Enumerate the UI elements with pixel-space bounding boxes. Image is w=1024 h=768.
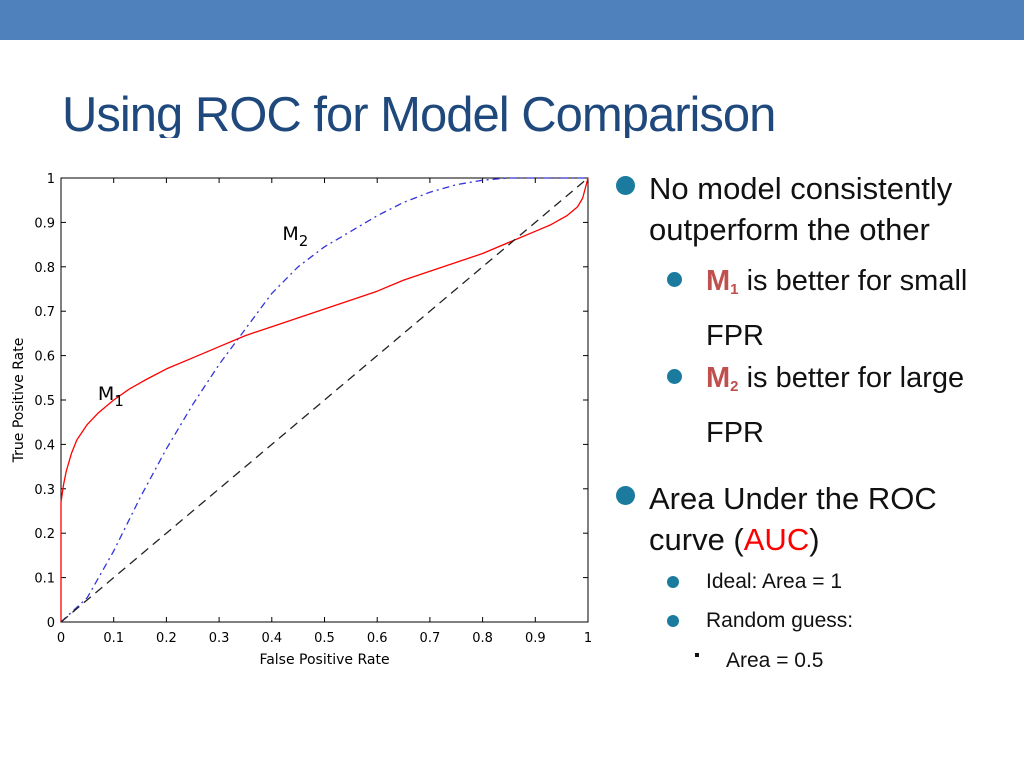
- roc-chart-svg: 0 0.1 0.2 0.3 0.4 0.5 0.6 0.7 0.8 0.9 1 0 0.1 0.2 0.3 0…: [11, 172, 592, 668]
- x-tick-label: 0.9: [525, 631, 546, 646]
- bullet-dot-icon: [667, 369, 682, 384]
- bullet-auc-text: Area Under the ROC curve (AUC): [649, 481, 937, 557]
- roc-chart: 0 0.1 0.2 0.3 0.4 0.5 0.6 0.7 0.8 0.9 1 0 0.1 0.2 0.3 0…: [0, 160, 600, 680]
- series-line-m1: [60, 177, 589, 622]
- series-label-m1: M1: [98, 383, 124, 410]
- bullet-auc: Area Under the ROC curve (AUC): [616, 478, 1006, 560]
- y-tick-label: 0.1: [34, 572, 55, 587]
- subbullet-m2: M2 is better for large FPR: [667, 355, 997, 457]
- x-tick-label: 0: [57, 631, 65, 646]
- slide-title: Using ROC for Model Comparison: [62, 88, 776, 138]
- x-tick-label: 0.3: [209, 631, 230, 646]
- subbullet-random-text: Random guess:: [706, 609, 854, 632]
- bullet-no-model-text: No model consistently outperform the oth…: [649, 171, 953, 247]
- y-tick-label: 0.4: [34, 438, 55, 453]
- y-tick-label: 0.7: [34, 305, 55, 320]
- bullet-dot-icon: [616, 176, 635, 195]
- auc-highlight: AUC: [743, 522, 810, 557]
- bullet-dot-icon: [667, 272, 682, 287]
- y-tick-label: 0.8: [34, 261, 55, 276]
- y-tick-label: 0.3: [34, 483, 55, 498]
- subbullet-ideal: Ideal: Area = 1: [667, 567, 997, 597]
- subbullet-m1-text: M1 is better for small FPR: [706, 265, 968, 352]
- bullet-dot-icon: [667, 615, 679, 627]
- subbullet-m2-text: M2 is better for large FPR: [706, 362, 965, 449]
- y-tick-label: 0: [47, 616, 55, 631]
- x-tick-label: 0.1: [103, 631, 124, 646]
- top-accent-bar: [0, 0, 1024, 40]
- x-tick-label: 1: [584, 631, 592, 646]
- x-tick-label: 0.7: [420, 631, 441, 646]
- bullet-no-model: No model consistently outperform the oth…: [616, 168, 1006, 250]
- y-tick-label: 0.6: [34, 350, 55, 365]
- series-label-m2: M2: [282, 223, 308, 250]
- x-tick-label: 0.2: [156, 631, 177, 646]
- series-line-m2: [60, 177, 588, 623]
- m1-label: M1: [706, 265, 739, 298]
- x-axis-label: False Positive Rate: [259, 652, 389, 668]
- subbullet-random: Random guess:: [667, 606, 997, 636]
- subbullet-ideal-text: Ideal: Area = 1: [706, 570, 843, 593]
- y-tick-label: 0.2: [34, 527, 55, 542]
- x-tick-label: 0.5: [314, 631, 335, 646]
- bullet-dot-icon: [616, 486, 635, 505]
- square-bullet-icon: [695, 653, 699, 657]
- x-tick-label: 0.4: [261, 631, 282, 646]
- m2-label: M2: [706, 362, 739, 395]
- subsubbullet-area: Area = 0.5: [695, 646, 995, 676]
- y-axis-label: True Positive Rate: [11, 338, 27, 464]
- subbullet-m1: M1 is better for small FPR: [667, 258, 997, 360]
- subsubbullet-area-text: Area = 0.5: [726, 649, 824, 672]
- y-tick-label: 1: [47, 172, 55, 187]
- x-tick-label: 0.6: [367, 631, 388, 646]
- y-tick-label: 0.9: [34, 216, 55, 231]
- bullet-dot-icon: [667, 576, 679, 588]
- y-tick-label: 0.5: [34, 394, 55, 409]
- series-line-random: [60, 177, 589, 623]
- x-tick-label: 0.8: [472, 631, 493, 646]
